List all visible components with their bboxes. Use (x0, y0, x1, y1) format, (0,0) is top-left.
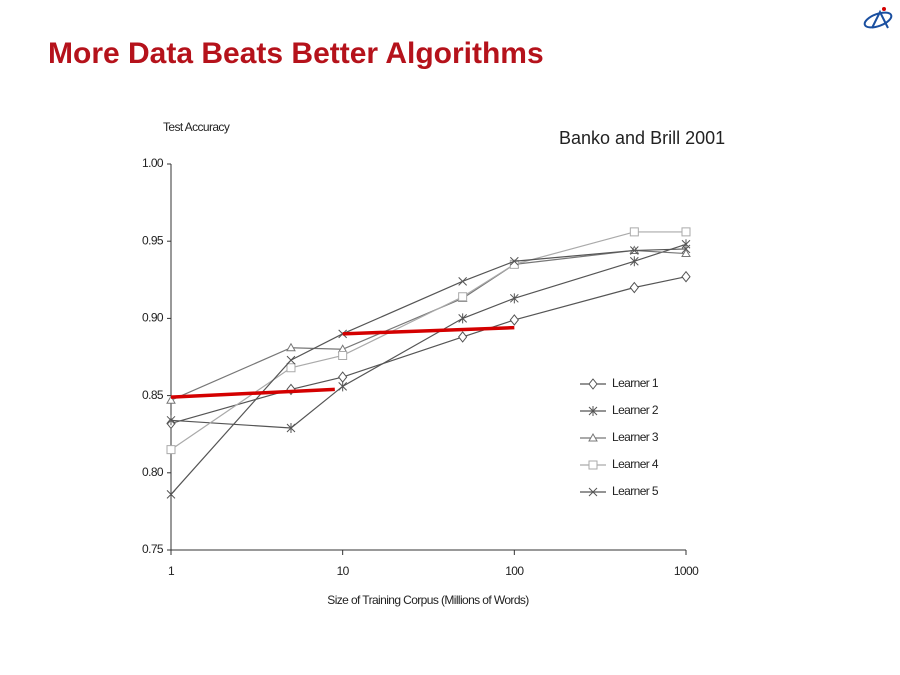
data-point (338, 371, 348, 383)
legend-marker (588, 487, 598, 497)
data-point (629, 281, 639, 294)
series-line (170, 248, 687, 495)
data-point (338, 350, 348, 360)
y-axis-label: Test Accuracy (163, 120, 230, 134)
data-point (286, 423, 296, 434)
data-point (166, 415, 176, 426)
data-point (166, 445, 176, 455)
series-line (170, 243, 687, 429)
x-tick-label: 10 (337, 564, 350, 578)
slide-title: More Data Beats Better Algorithms (48, 37, 544, 70)
legend-label: Learner 5 (612, 484, 659, 498)
y-tick-label: 0.95 (142, 233, 164, 247)
y-tick-label: 0.80 (142, 465, 164, 479)
data-point (509, 293, 519, 304)
annotation: Banko and Brill 2001 (559, 128, 725, 148)
x-tick-label: 1 (168, 564, 175, 578)
data-point (681, 244, 691, 254)
highlight-line (170, 387, 335, 399)
data-point (509, 314, 519, 326)
series-line (170, 249, 687, 401)
legend-marker (588, 460, 598, 470)
data-point (458, 331, 468, 343)
y-tick-label: 0.75 (142, 542, 164, 556)
data-point (166, 490, 176, 499)
data-point (286, 342, 296, 352)
data-point (681, 248, 691, 258)
series-line (170, 276, 687, 424)
data-point (509, 256, 519, 266)
data-point (166, 395, 176, 404)
legend-label: Learner 4 (612, 457, 659, 471)
legend-label: Learner 1 (612, 376, 659, 390)
logo (863, 7, 893, 29)
data-point (681, 239, 691, 250)
y-tick-label: 0.85 (142, 388, 164, 402)
data-point (458, 292, 468, 302)
data-point (458, 313, 468, 324)
data-point (629, 227, 639, 237)
legend-label: Learner 3 (612, 430, 659, 444)
y-tick-label: 1.00 (142, 156, 164, 170)
data-point (681, 270, 691, 283)
data-point (629, 246, 639, 255)
y-tick-label: 0.90 (142, 311, 164, 325)
data-point (286, 363, 296, 373)
x-tick-label: 1000 (674, 564, 699, 578)
highlight-line (342, 325, 515, 336)
legend-marker (588, 378, 598, 390)
data-point (458, 276, 468, 286)
data-point (338, 381, 348, 392)
x-axis-label: Size of Training Corpus (Millions of Wor… (327, 593, 529, 607)
data-point (286, 355, 296, 365)
legend-label: Learner 2 (612, 403, 659, 417)
data-point (681, 227, 691, 237)
x-tick-label: 100 (505, 564, 524, 578)
legend-marker (588, 406, 598, 416)
series-line (170, 231, 686, 451)
data-point (629, 256, 639, 267)
legend-marker (588, 432, 598, 442)
